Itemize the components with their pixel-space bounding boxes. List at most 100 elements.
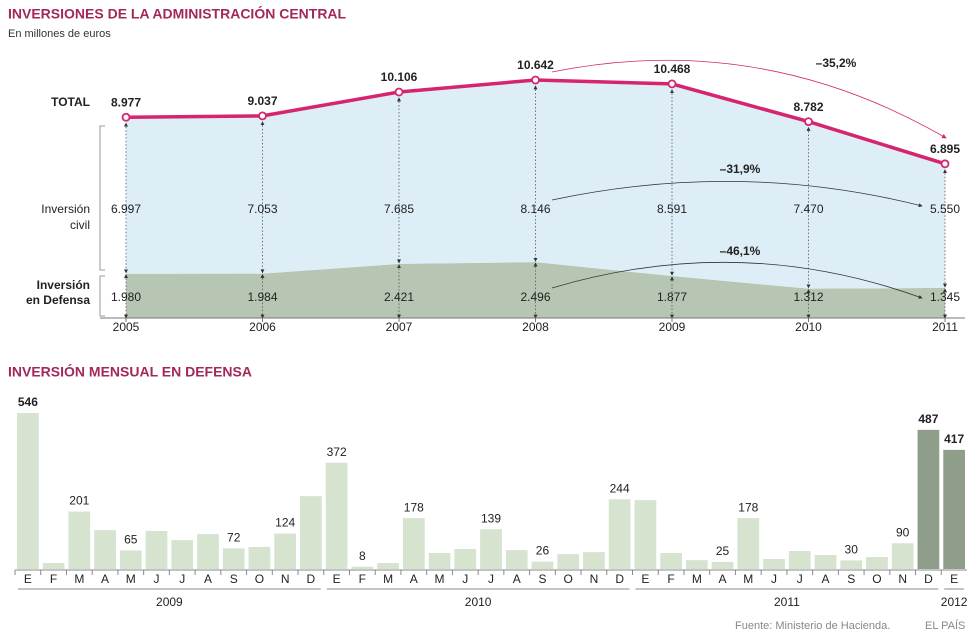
- x-tick-label: M: [435, 572, 445, 586]
- civil-label: 5.550: [930, 202, 960, 216]
- group-label: 2012: [941, 595, 968, 609]
- bar: [788, 551, 811, 569]
- change-arrow: [551, 59, 947, 139]
- bar: [68, 511, 91, 569]
- change-arrow: [551, 181, 923, 208]
- x-tick-label: A: [204, 572, 212, 586]
- chart-subtitle: En millones de euros: [8, 28, 111, 40]
- x-tick-label: O: [255, 572, 264, 586]
- total-label: 10.642: [517, 58, 554, 72]
- x-tick-label: J: [179, 572, 185, 586]
- bar: [917, 429, 940, 569]
- x-tick-label: N: [281, 572, 290, 586]
- value-label: 178: [738, 500, 758, 514]
- total-label: 8.782: [793, 100, 823, 114]
- bar: [608, 499, 631, 569]
- bar: [763, 559, 785, 569]
- change-arrow: [551, 261, 923, 299]
- total-point: [258, 111, 267, 121]
- chart-title: INVERSIONES DE LA ADMINISTRACIÓN CENTRAL: [8, 5, 347, 22]
- value-label: 65: [124, 533, 138, 547]
- x-tick-label: J: [771, 572, 777, 586]
- value-label: 8: [359, 549, 366, 563]
- x-tick-label: J: [797, 572, 803, 586]
- defense-label: 1.877: [657, 290, 687, 304]
- x-tick-label: 2008: [522, 320, 549, 334]
- value-label: 178: [404, 500, 424, 514]
- x-tick-label: A: [101, 572, 109, 586]
- x-tick-label: M: [692, 572, 702, 586]
- bar: [17, 413, 39, 569]
- value-label: 201: [69, 494, 89, 508]
- x-tick-label: E: [641, 572, 649, 586]
- value-label: 546: [18, 395, 38, 409]
- bar: [943, 449, 965, 569]
- x-tick-label: 2006: [249, 320, 276, 334]
- x-tick-label: 2011: [932, 320, 958, 334]
- total-label: 10.106: [381, 70, 418, 84]
- group-label: 2009: [156, 595, 183, 609]
- civil-label: 7.685: [384, 202, 414, 216]
- x-tick-label: 2007: [386, 320, 413, 334]
- x-tick-label: N: [590, 572, 599, 586]
- x-tick-label: 2010: [795, 320, 822, 334]
- civil-label: 8.591: [657, 202, 687, 216]
- value-label: 90: [896, 525, 910, 539]
- bar: [814, 555, 837, 569]
- x-tick-label: D: [615, 572, 624, 586]
- bracket: [99, 125, 105, 271]
- defense-label: 1.345: [930, 290, 960, 304]
- group-label: 2011: [774, 595, 800, 609]
- value-label: 417: [944, 432, 964, 446]
- x-tick-label: M: [126, 572, 136, 586]
- bar: [737, 518, 760, 569]
- bar: [94, 530, 116, 569]
- x-tick-label: J: [154, 572, 160, 586]
- bar: [377, 563, 399, 569]
- bar: [428, 553, 451, 569]
- bar: [505, 550, 528, 569]
- x-tick-label: M: [74, 572, 84, 586]
- x-tick-label: D: [924, 572, 933, 586]
- total-point: [940, 159, 950, 169]
- bracket: [99, 275, 105, 317]
- annotation: –31,9%: [720, 162, 761, 176]
- bar: [222, 548, 245, 569]
- value-label: 26: [536, 544, 550, 558]
- value-label: 72: [227, 531, 241, 545]
- value-label: 139: [481, 511, 501, 525]
- x-tick-label: F: [50, 572, 57, 586]
- value-label: 124: [275, 516, 295, 530]
- bar: [300, 496, 322, 569]
- label-line: Inversión: [37, 278, 90, 292]
- total-label: 9.037: [247, 94, 277, 108]
- bar: [583, 552, 605, 569]
- total-label: 6.895: [930, 142, 960, 156]
- series-label: Inversión civil: [41, 202, 90, 232]
- civil-label: 7.053: [247, 202, 277, 216]
- x-tick-label: S: [538, 572, 546, 586]
- defense-label: 1.980: [111, 290, 141, 304]
- label-line: TOTAL: [51, 95, 90, 109]
- defense-label: 1.984: [247, 290, 277, 304]
- bar: [197, 534, 219, 569]
- total-point: [121, 112, 131, 122]
- x-tick-label: A: [821, 572, 829, 586]
- x-tick-label: S: [847, 572, 855, 586]
- value-label: 372: [327, 445, 347, 459]
- x-tick-label: S: [230, 572, 238, 586]
- label-line: en Defensa: [26, 293, 90, 307]
- bottom-chart: 546 E F 201 M A 65 M J J A 72 S O 124 N D 372 E 8 F M 178 A M J 13…: [14, 395, 968, 609]
- bar: [531, 561, 554, 569]
- chart-title: INVERSIÓN MENSUAL EN DEFENSA: [8, 363, 252, 380]
- defense-label: 2.421: [384, 290, 414, 304]
- brand: EL PAÍS: [925, 619, 965, 632]
- bar: [171, 540, 194, 569]
- total-label: 8.977: [111, 95, 141, 109]
- total-point: [804, 117, 813, 126]
- bar: [711, 561, 734, 569]
- total-point: [667, 79, 677, 89]
- annotation: –35,2%: [816, 56, 857, 70]
- x-tick-label: M: [743, 572, 753, 586]
